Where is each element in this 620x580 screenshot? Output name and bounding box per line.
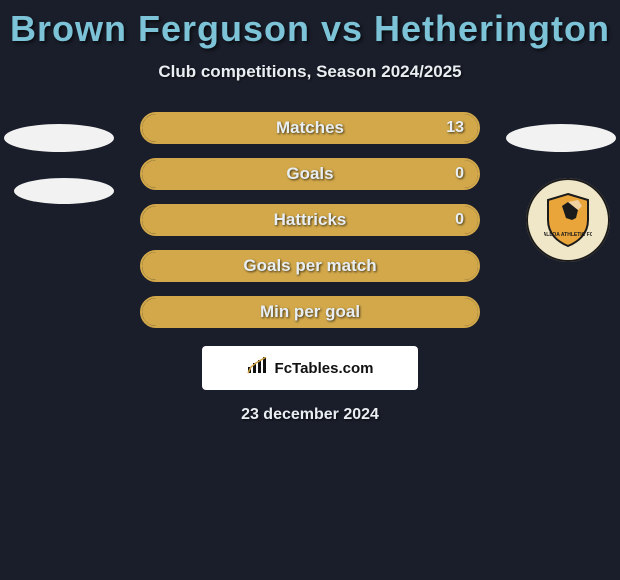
page-subtitle: Club competitions, Season 2024/2025 xyxy=(0,62,620,82)
stat-label: Hattricks xyxy=(274,210,347,230)
footer-brand-text: FcTables.com xyxy=(275,360,374,377)
svg-text:ALLOA ATHLETIC FC: ALLOA ATHLETIC FC xyxy=(544,232,592,238)
player-photo-placeholder-left-1 xyxy=(4,124,114,152)
club-shield-icon: ALLOA ATHLETIC FC xyxy=(544,192,592,248)
stat-label: Matches xyxy=(276,118,344,138)
stat-row-hattricks: Hattricks 0 xyxy=(140,204,480,236)
footer-brand-box: FcTables.com xyxy=(202,346,418,390)
stat-value: 0 xyxy=(455,165,464,183)
stat-value: 0 xyxy=(455,211,464,229)
stat-label: Min per goal xyxy=(260,302,360,322)
stat-row-goals-per-match: Goals per match xyxy=(140,250,480,282)
footer-date: 23 december 2024 xyxy=(0,406,620,424)
stat-value: 13 xyxy=(446,119,464,137)
player-photo-placeholder-right-1 xyxy=(506,124,616,152)
chart-bars-icon xyxy=(247,357,269,380)
stat-label: Goals per match xyxy=(243,256,376,276)
comparison-card: Brown Ferguson vs Hetherington Club comp… xyxy=(0,0,620,424)
stat-row-min-per-goal: Min per goal xyxy=(140,296,480,328)
club-badge-placeholder-left xyxy=(14,178,114,204)
stat-label: Goals xyxy=(286,164,333,184)
page-title: Brown Ferguson vs Hetherington xyxy=(0,8,620,50)
club-badge-right: ALLOA ATHLETIC FC xyxy=(526,178,610,262)
stat-row-goals: Goals 0 xyxy=(140,158,480,190)
stat-row-matches: Matches 13 xyxy=(140,112,480,144)
